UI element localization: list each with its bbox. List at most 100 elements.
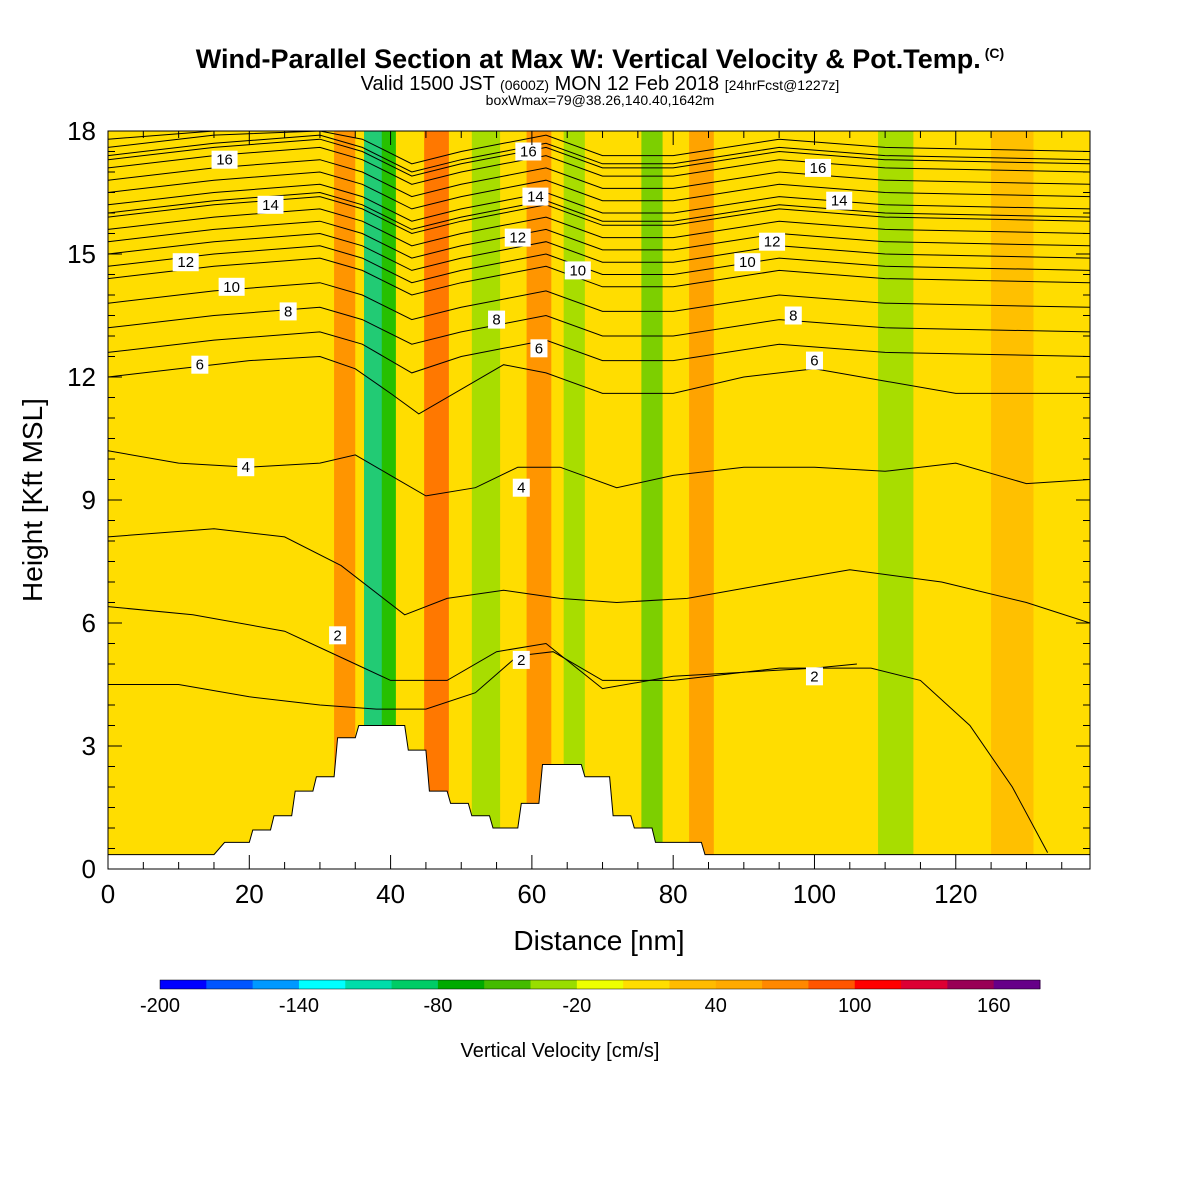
contour-label-1: 2 (517, 652, 525, 669)
valid-utc: (0600Z) (500, 77, 550, 93)
colorbar-label: 100 (838, 995, 871, 1017)
colorbar-swatch-15 (854, 980, 902, 989)
colorbar-swatch-11 (669, 980, 717, 989)
contour-label-bg-20 (211, 150, 238, 169)
x-axis-title: Distance [nm] (513, 925, 684, 956)
contour-label-bg-16 (759, 232, 786, 251)
contour-label-3: 4 (242, 459, 250, 476)
x-tick-label: 100 (793, 879, 836, 909)
theta-contour-21 (108, 245, 1090, 284)
colorbar-swatch-17 (947, 980, 995, 989)
contour-label-bg-7 (805, 351, 823, 370)
theta-contour-12 (108, 159, 1090, 198)
contour-label-5: 6 (196, 357, 204, 374)
colorbar-swatch-16 (901, 980, 948, 989)
velocity-band-3 (471, 131, 501, 869)
colorbar-swatch-14 (808, 980, 856, 989)
theta-contour-0 (108, 651, 1049, 853)
contour-label-17: 14 (262, 197, 279, 214)
colorbar-swatch-2 (252, 980, 300, 989)
colorbar-swatch-1 (206, 980, 254, 989)
contour-label-bg-5 (191, 355, 209, 374)
valid-date: MON 12 Feb 2018 (554, 73, 720, 95)
y-tick-label: 18 (67, 116, 96, 146)
colorbar-swatch-9 (576, 980, 624, 989)
colorbar-swatch-12 (715, 980, 763, 989)
y-tick-label: 6 (82, 608, 96, 638)
contour-label-18: 14 (527, 189, 544, 206)
x-tick-label: 80 (659, 879, 688, 909)
contour-label-0: 2 (333, 627, 341, 644)
colorbar-label: -20 (562, 995, 591, 1017)
x-tick-label: 40 (376, 879, 405, 909)
contour-label-bg-4 (512, 478, 530, 497)
x-tick-label: 20 (235, 879, 264, 909)
colorbar-label: 40 (705, 995, 727, 1017)
velocity-band-1 (364, 131, 382, 869)
theta-contour-19 (108, 191, 1090, 230)
contour-label-14: 12 (177, 254, 194, 271)
theta-contour-17 (108, 146, 1090, 185)
contour-label-bg-19 (826, 191, 853, 210)
contour-label-bg-15 (504, 228, 531, 247)
x-tick-label: 120 (934, 879, 977, 909)
velocity-band-9 (334, 131, 356, 869)
theta-contour-22 (108, 138, 1090, 177)
terrain (108, 725, 1090, 869)
colorbar-swatch-4 (345, 980, 393, 989)
contour-label-bg-0 (329, 626, 347, 645)
plot-background (108, 131, 1090, 869)
contour-label-7: 6 (810, 353, 818, 370)
contour-label-4: 4 (517, 480, 525, 497)
forecast-info: [24hrFcst@1227z] (724, 77, 840, 93)
y-tick-label: 15 (67, 239, 96, 269)
y-tick-label: 12 (67, 362, 96, 392)
contour-label-22: 16 (810, 160, 827, 177)
y-axis-title: Height [Kft MSL] (17, 398, 48, 602)
colorbar-swatch-10 (623, 980, 670, 989)
contour-label-bg-18 (522, 187, 549, 206)
copyright-mark: (C) (984, 45, 1005, 61)
contour-label-bg-8 (279, 302, 297, 321)
contour-label-19: 14 (831, 193, 848, 210)
theta-contour-1 (108, 606, 857, 690)
valid-time: Valid 1500 JST (0600Z) MON 12 Feb 2018 [… (0, 73, 1200, 96)
theta-contour-16 (108, 171, 1090, 210)
colorbar-swatch-0 (160, 980, 207, 989)
theta-contour-3 (108, 450, 1090, 497)
colorbar-label: -200 (140, 995, 180, 1017)
colorbar-label: -140 (279, 995, 319, 1017)
colorbar-swatch-13 (762, 980, 809, 989)
contour-label-bg-9 (488, 310, 506, 329)
contour-label-13: 10 (739, 254, 756, 271)
velocity-band-6 (641, 131, 663, 869)
colorbar-title: Vertical Velocity [cm/s] (461, 1040, 660, 1062)
colorbar-frame (159, 979, 1041, 990)
velocity-band-5 (563, 131, 585, 869)
contour-label-16: 12 (764, 234, 781, 251)
colorbar-swatch-8 (530, 980, 578, 989)
contour-label-8: 8 (284, 303, 292, 320)
x-tick-label: 0 (101, 879, 115, 909)
contour-label-10: 8 (789, 308, 797, 325)
contour-label-bg-12 (564, 261, 591, 280)
box-info: boxWmax=79@38.26,140.40,1642m (485, 92, 715, 108)
contour-label-bg-6 (530, 339, 548, 358)
colorbar-swatch-3 (298, 980, 346, 989)
colorbar-swatch-7 (484, 980, 532, 989)
contour-label-bg-21 (515, 142, 542, 161)
colorbar-label: 160 (977, 995, 1010, 1017)
valid-prefix: Valid 1500 JST (360, 73, 495, 95)
x-tick-label: 60 (517, 879, 546, 909)
theta-contour-8 (108, 257, 1090, 296)
contour-label-9: 8 (492, 312, 500, 329)
contour-label-11: 10 (223, 279, 240, 296)
contour-label-bg-14 (172, 253, 199, 272)
colorbar-swatch-5 (391, 980, 439, 989)
theta-contour-11 (108, 183, 1090, 222)
chart-title: Wind-Parallel Section at Max W: Vertical… (195, 44, 1005, 74)
colorbar-swatch-18 (993, 980, 1041, 989)
